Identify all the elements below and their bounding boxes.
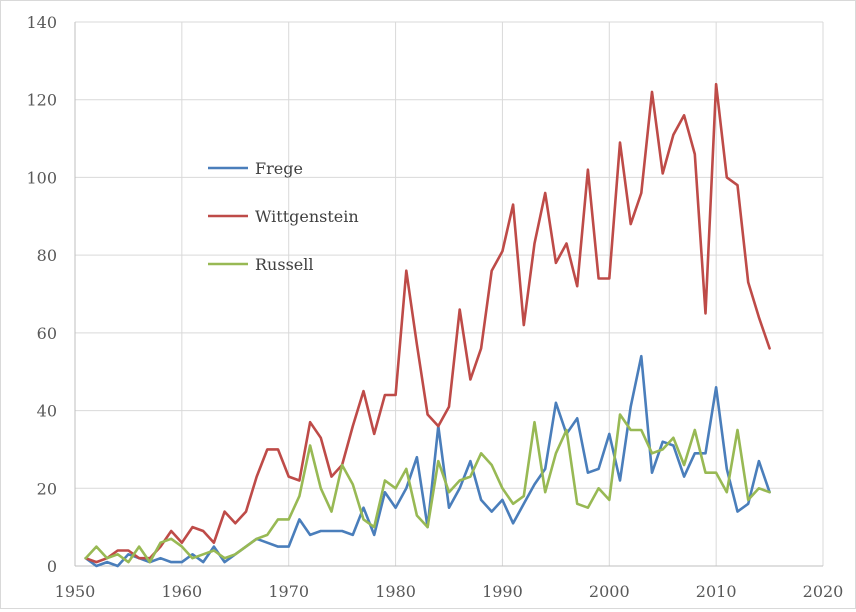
legend-label-wittgenstein: Wittgenstein (255, 207, 359, 226)
legend-label-russell: Russell (255, 255, 313, 274)
y-tick-label: 60 (37, 324, 57, 343)
series-lines (84, 82, 771, 568)
gridlines (75, 21, 824, 566)
y-tick-label: 120 (26, 91, 57, 110)
x-tick-label: 1980 (375, 582, 416, 601)
y-axis: 0 20 40 60 80 100 120 140 (26, 13, 76, 576)
x-axis: 1950 1960 1970 1980 1990 2000 2010 2020 (55, 565, 844, 601)
x-tick-label: 1990 (482, 582, 523, 601)
x-tick-label: 1960 (161, 582, 202, 601)
legend: Frege Wittgenstein Russell (208, 159, 359, 274)
series-line-russell (84, 413, 771, 564)
y-tick-label: 20 (37, 479, 57, 498)
x-tick-label: 1950 (55, 582, 96, 601)
y-tick-label: 40 (37, 402, 57, 421)
legend-label-frege: Frege (255, 159, 303, 178)
y-tick-label: 80 (37, 246, 57, 265)
x-tick-label: 2010 (696, 582, 737, 601)
y-tick-label: 0 (47, 557, 57, 576)
x-tick-label: 1970 (268, 582, 309, 601)
x-tick-label: 2020 (803, 582, 844, 601)
y-tick-label: 100 (26, 168, 57, 187)
series-line-wittgenstein (84, 82, 771, 564)
x-tick-label: 2000 (589, 582, 630, 601)
y-tick-label: 140 (26, 13, 57, 32)
